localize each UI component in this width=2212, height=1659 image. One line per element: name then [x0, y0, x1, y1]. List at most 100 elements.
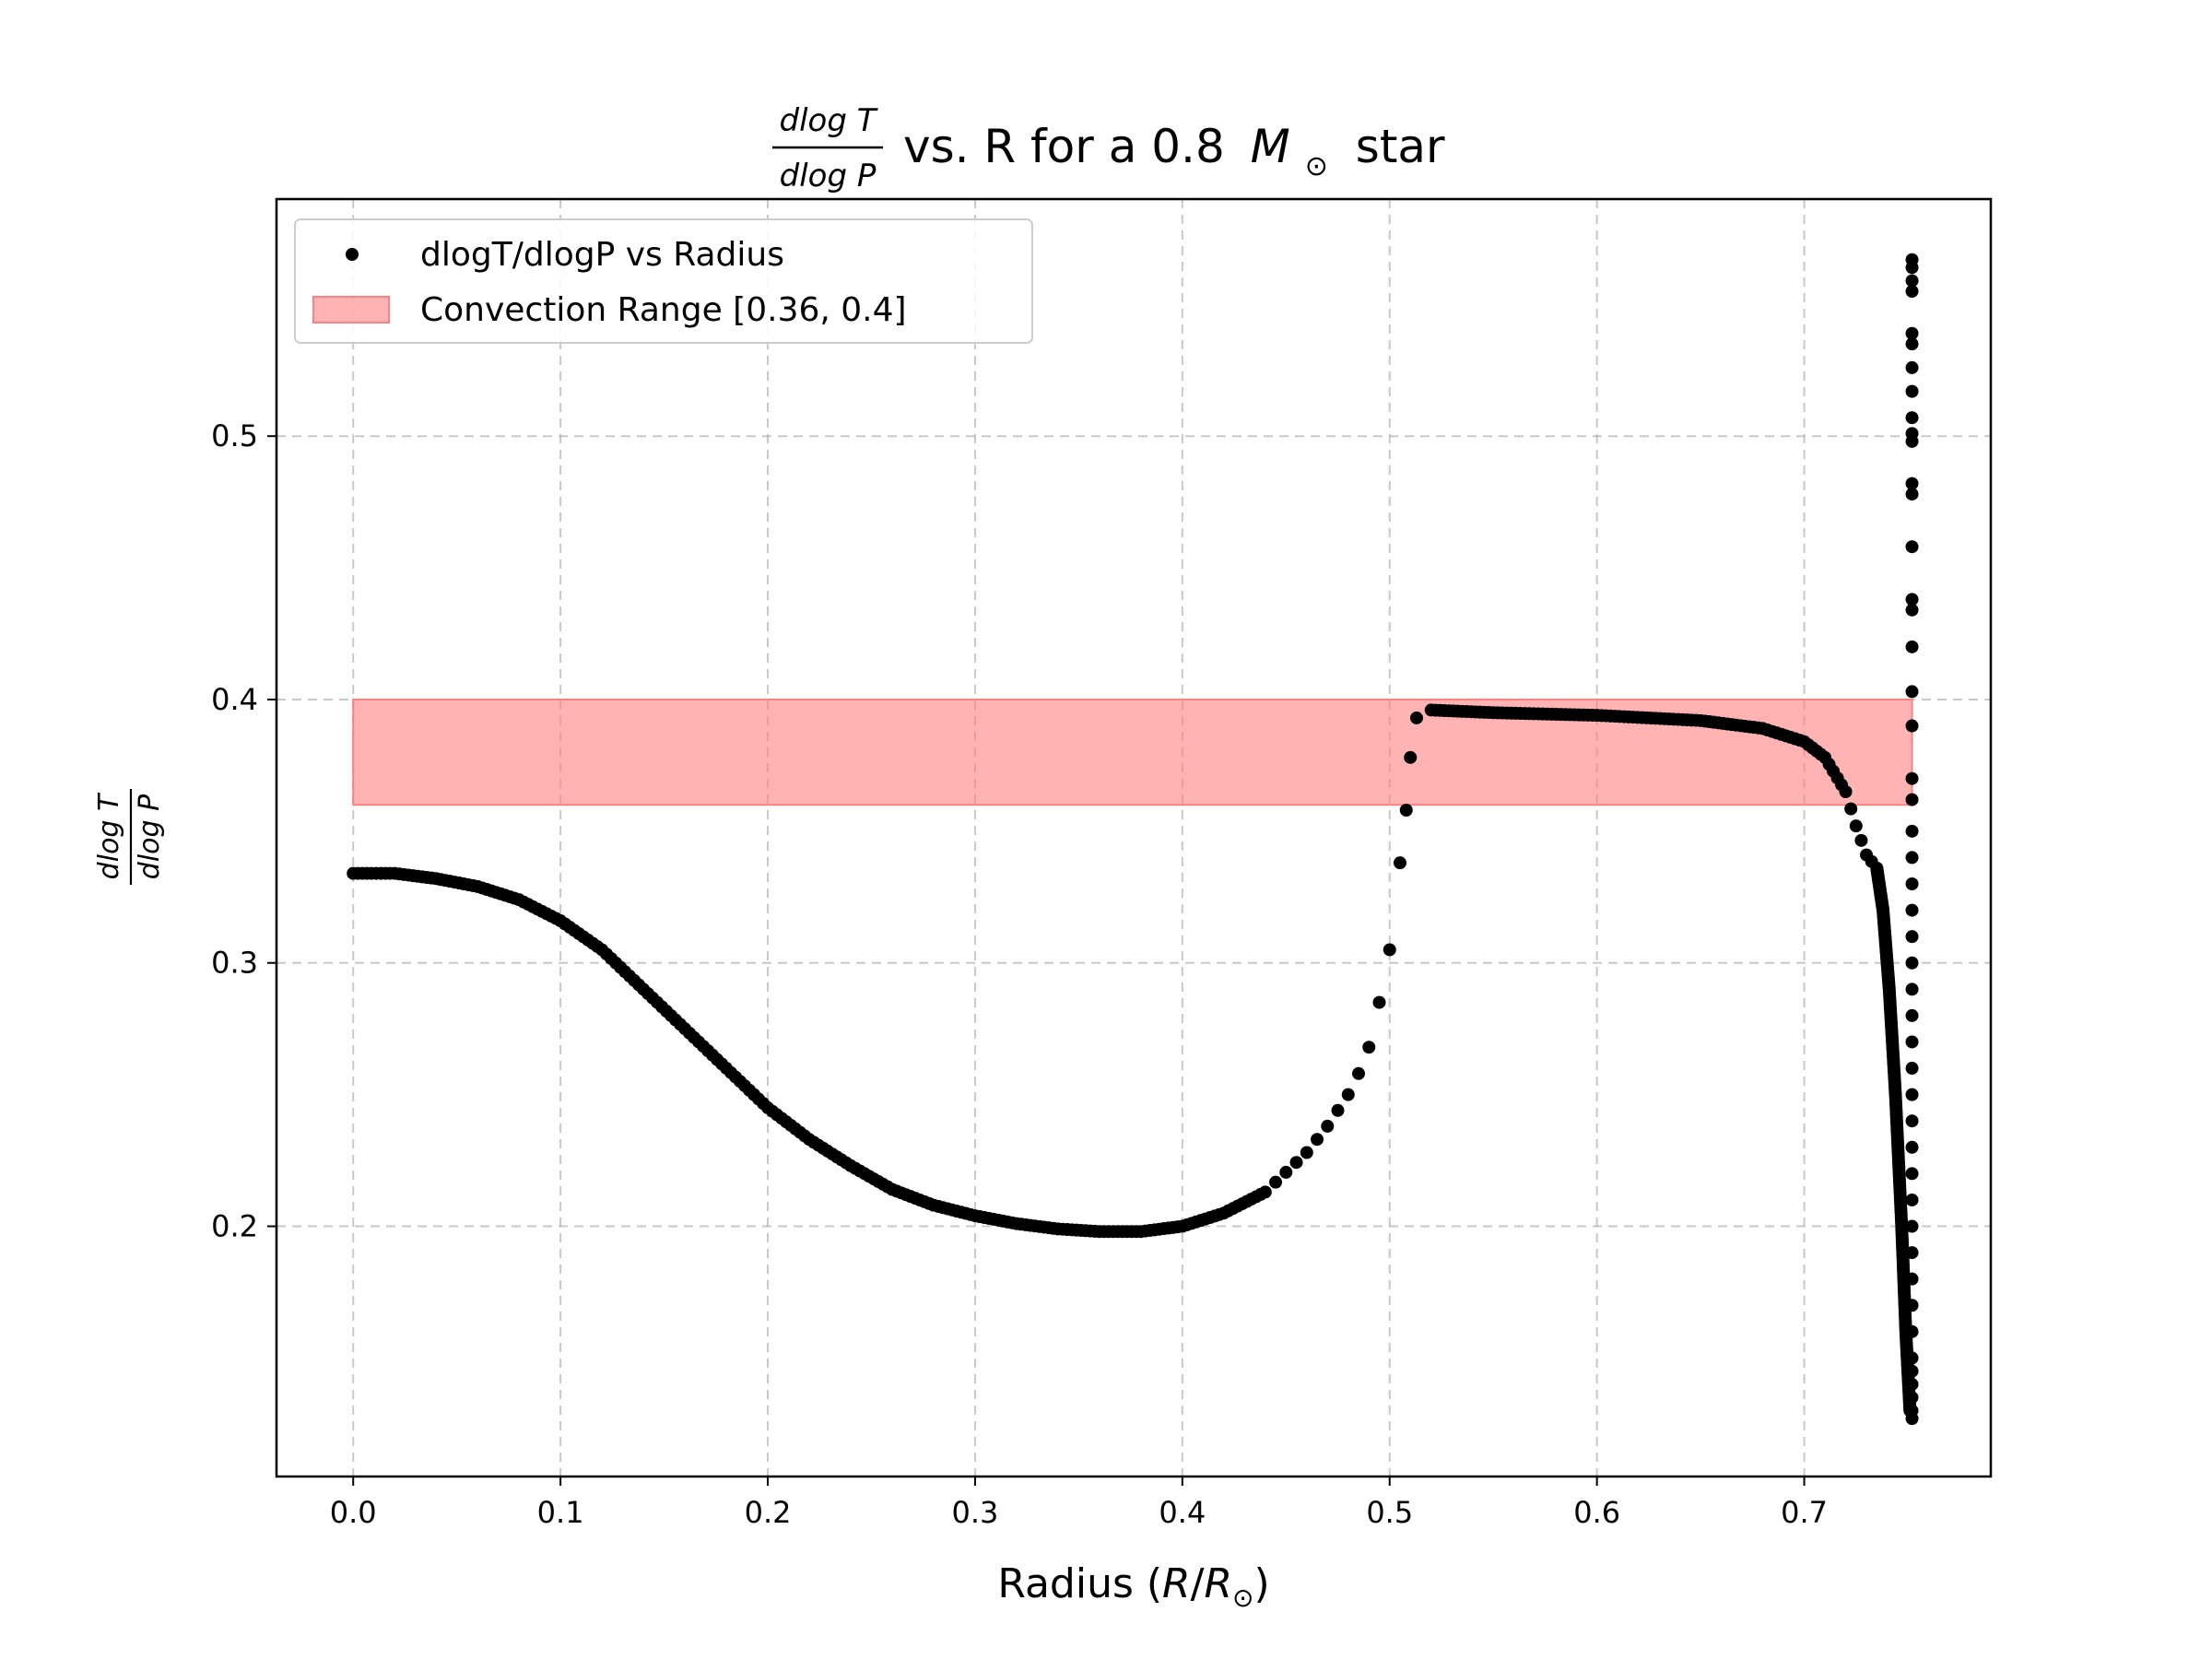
data-point [1352, 1066, 1366, 1080]
data-point [1258, 1185, 1272, 1199]
data-point [1410, 711, 1424, 724]
data-point [1905, 1299, 1919, 1312]
data-point [1394, 856, 1407, 870]
data-point [1905, 1404, 1919, 1418]
data-point [1905, 771, 1919, 785]
plot-frame [275, 197, 1993, 1478]
data-point [1905, 640, 1919, 653]
y-label-denominator: dlog P [134, 794, 166, 879]
data-point [1905, 593, 1919, 606]
data-point [1905, 1114, 1919, 1128]
data-point [1362, 1041, 1376, 1054]
title-sun-symbol: ⊙ [1305, 150, 1328, 182]
legend-box [294, 218, 1033, 344]
title-mass: M [1251, 120, 1290, 173]
data-point [1905, 1167, 1919, 1181]
data-point [1905, 1140, 1919, 1154]
data-point [1849, 819, 1863, 833]
x-label-var: R [1162, 1560, 1191, 1607]
x-tick-label: 0.7 [1781, 1495, 1828, 1530]
x-axis-label: Radius (R/R⊙) [997, 1560, 1269, 1613]
x-tick-label: 0.1 [537, 1495, 584, 1530]
grid [276, 199, 1991, 1477]
data-point [1905, 1377, 1919, 1391]
data-point [1300, 1146, 1313, 1159]
data-point [1382, 943, 1396, 957]
x-axis-ticks: 0.0 0.1 0.2 0.3 0.4 0.5 0.6 0.7 [330, 1477, 1828, 1530]
legend-label-scatter: dlogT/dlogP vs Radius [420, 236, 784, 274]
data-point [1905, 326, 1919, 340]
data-point [1905, 1364, 1919, 1378]
data-point [1905, 930, 1919, 944]
data-point [1905, 982, 1919, 996]
x-label-text: Radius ( [997, 1560, 1162, 1607]
data-point [1321, 1119, 1335, 1133]
data-point [1905, 360, 1919, 374]
x-tick-label: 0.3 [951, 1495, 998, 1530]
legend: dlogT/dlogP vs Radius Convection Range [… [294, 218, 1033, 344]
data-point [1905, 719, 1919, 733]
y-axis-ticks: 0.2 0.3 0.4 0.5 [211, 418, 276, 1244]
data-point [1905, 793, 1919, 806]
data-point [1372, 995, 1386, 1009]
data-point [1905, 1193, 1919, 1206]
x-tick-label: 0.0 [330, 1495, 377, 1530]
data-point [1905, 903, 1919, 917]
data-point [1905, 337, 1919, 351]
x-label-slash: / [1191, 1560, 1205, 1607]
data-point [1905, 1035, 1919, 1049]
data-point [1905, 1062, 1919, 1076]
data-point [1905, 851, 1919, 865]
data-point [1905, 1219, 1919, 1233]
data-point [1279, 1165, 1293, 1179]
data-point [1854, 833, 1868, 847]
legend-marker-scatter [346, 248, 359, 261]
data-point [1905, 877, 1919, 891]
x-label-close: ) [1253, 1560, 1269, 1607]
data-point [1905, 274, 1919, 288]
x-tick-label: 0.5 [1366, 1495, 1413, 1530]
x-tick-label: 0.6 [1573, 1495, 1620, 1530]
data-point [1905, 1272, 1919, 1286]
title-suffix: star [1356, 120, 1445, 173]
data-point [1905, 1008, 1919, 1022]
data-point [1905, 1088, 1919, 1101]
data-point [1839, 784, 1853, 798]
title-text: vs. R for a 0.8 M ⊙ star [903, 120, 1445, 186]
data-point [1399, 803, 1413, 817]
data-point [1905, 685, 1919, 699]
title-main: vs. R for a 0.8 [903, 120, 1225, 173]
data-point [1905, 253, 1919, 266]
data-point [1905, 427, 1919, 441]
data-point [1905, 824, 1919, 838]
legend-marker-band [312, 296, 390, 324]
data-point [1341, 1088, 1355, 1101]
data-point [1905, 285, 1919, 299]
data-point [1905, 956, 1919, 970]
data-point [1905, 488, 1919, 501]
x-label-sun: ⊙ [1232, 1583, 1253, 1613]
y-tick-label: 0.5 [211, 418, 258, 453]
data-point [1289, 1156, 1303, 1170]
data-point [1905, 540, 1919, 554]
legend-label-band: Convection Range [0.36, 0.4] [420, 291, 907, 329]
data-point [1269, 1175, 1283, 1189]
x-tick-label: 0.4 [1159, 1495, 1206, 1530]
data-point [1905, 603, 1919, 617]
data-point [1905, 1324, 1919, 1338]
y-tick-label: 0.2 [211, 1209, 258, 1244]
y-tick-label: 0.3 [211, 946, 258, 981]
data-point [1905, 1391, 1919, 1405]
data-point [1905, 384, 1919, 398]
title-fraction-numerator: dlog T [780, 102, 878, 139]
y-axis-label: dlog T dlog P [93, 789, 166, 885]
x-label-var2: R [1204, 1560, 1232, 1607]
data-point [1905, 1351, 1919, 1365]
y-label-numerator: dlog T [93, 792, 125, 879]
x-tick-label: 0.2 [745, 1495, 792, 1530]
data-point [1311, 1133, 1324, 1147]
chart-title: dlog T dlog P vs. R for a 0.8 M ⊙ star [772, 102, 1445, 194]
data-point [1905, 411, 1919, 425]
data-point [1905, 477, 1919, 490]
